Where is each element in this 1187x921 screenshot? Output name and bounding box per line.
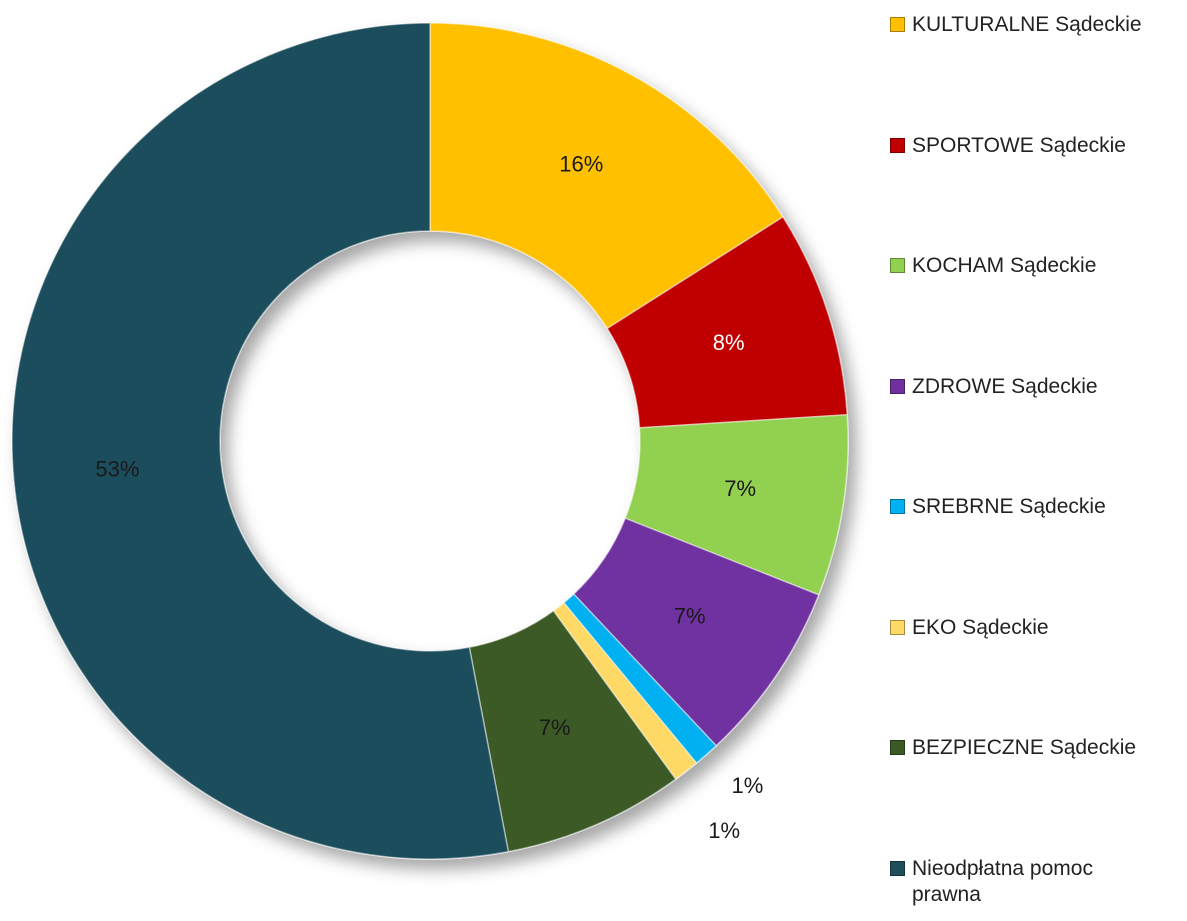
legend-swatch xyxy=(890,17,905,32)
legend-item: KULTURALNE Sądeckie xyxy=(890,12,1180,38)
legend-item: SPORTOWE Sądeckie xyxy=(890,133,1180,159)
chart: 16% 8% 7% 7% 1% 1% 7% 53% xyxy=(11,22,849,860)
legend-item: ZDROWE Sądeckie xyxy=(890,374,1180,400)
legend-swatch xyxy=(890,258,905,273)
legend-label: ZDROWE Sądeckie xyxy=(912,374,1098,398)
data-label: 1% xyxy=(732,773,764,798)
data-label: 7% xyxy=(539,715,571,740)
legend-label: SPORTOWE Sądeckie xyxy=(912,133,1126,157)
legend-label: EKO Sądeckie xyxy=(912,615,1049,639)
donut xyxy=(11,22,849,860)
data-label: 16% xyxy=(559,152,603,177)
legend-swatch xyxy=(890,137,905,153)
legend-swatch xyxy=(890,499,905,514)
legend-item: BEZPIECZNE Sądeckie xyxy=(890,735,1180,761)
legend-item: Nieodpłatna pomoc prawna xyxy=(890,856,1180,908)
donut-slice xyxy=(11,22,510,860)
legend-item: KOCHAM Sądeckie xyxy=(890,253,1180,279)
legend-label: KULTURALNE Sądeckie xyxy=(912,13,1142,36)
data-label: 53% xyxy=(95,456,139,481)
donut-slice xyxy=(429,22,784,330)
data-label: 1% xyxy=(708,818,740,843)
legend-label: KOCHAM Sądeckie xyxy=(912,254,1097,277)
legend-swatch xyxy=(890,619,905,635)
data-label: 7% xyxy=(724,476,756,501)
legend-swatch xyxy=(890,860,905,876)
legend-swatch xyxy=(890,740,905,755)
legend-item: SREBRNE Sądeckie xyxy=(890,494,1180,520)
data-label: 7% xyxy=(674,603,706,628)
legend-label: Nieodpłatna pomoc prawna xyxy=(912,856,1093,906)
data-label: 8% xyxy=(713,330,745,355)
legend-label: SREBRNE Sądeckie xyxy=(912,495,1106,518)
legend-swatch xyxy=(890,378,905,394)
legend-item: EKO Sądeckie xyxy=(890,615,1180,641)
legend-label: BEZPIECZNE Sądeckie xyxy=(912,736,1137,759)
